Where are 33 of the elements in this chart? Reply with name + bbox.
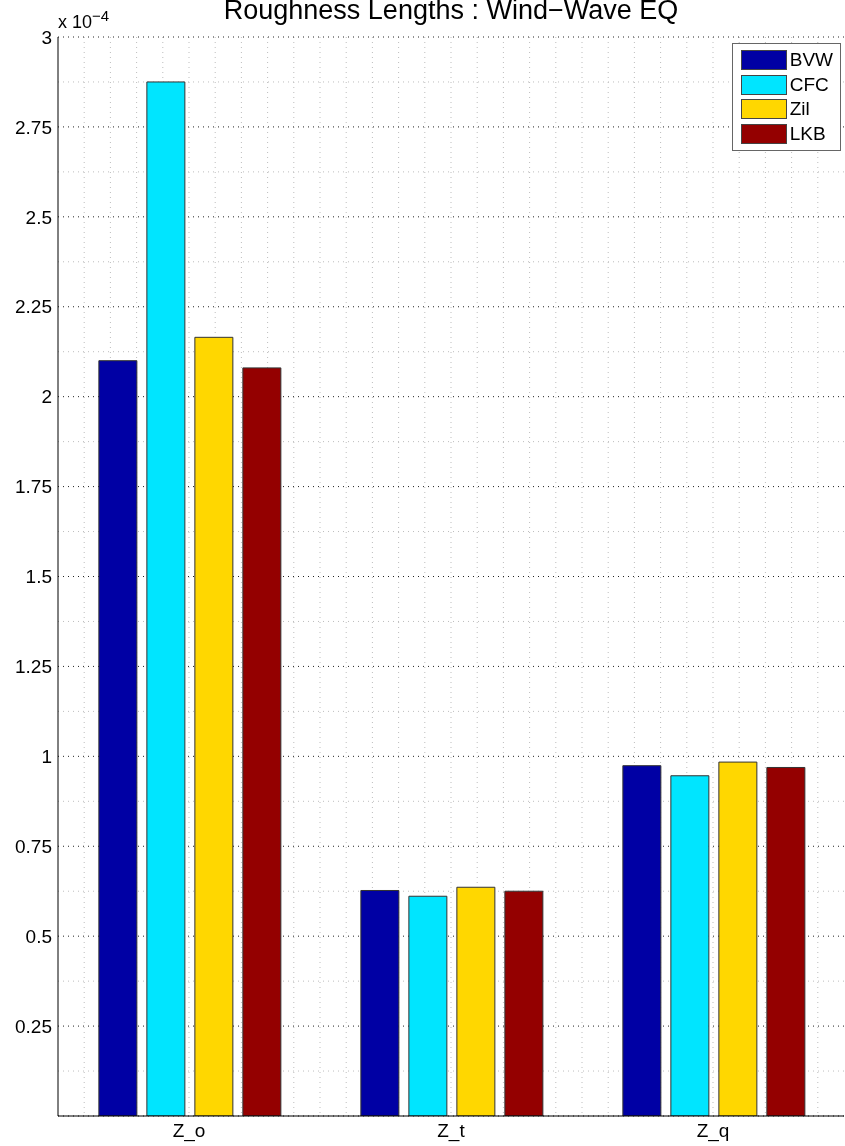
chart-title: Roughness Lengths : Wind−Wave EQ (223, 0, 679, 25)
legend-label: BVW (789, 49, 833, 72)
bar (456, 886, 496, 1116)
y-tick-label: 1.5 (25, 566, 52, 588)
y-tick-label: 0.5 (25, 925, 52, 947)
x-tick-label: Z_o (172, 1120, 206, 1143)
y-tick-label: 1.75 (15, 476, 52, 498)
bar (766, 766, 806, 1116)
bar (194, 336, 234, 1116)
bar (718, 761, 758, 1116)
bar (146, 81, 186, 1116)
bar (670, 775, 710, 1116)
y-tick-label: 0.75 (15, 835, 52, 857)
y-tick-label: 0.25 (15, 1015, 52, 1037)
bar (408, 895, 448, 1116)
bar (360, 889, 400, 1116)
y-tick-label: 2.75 (15, 116, 52, 138)
legend-label: CFC (789, 73, 829, 96)
y-tick-label: 1 (41, 746, 52, 768)
bar (98, 360, 138, 1116)
bar (504, 890, 544, 1116)
x-tick-label: Z_q (696, 1120, 730, 1143)
y-tick-label: 2 (41, 386, 52, 408)
bar (622, 765, 662, 1116)
y-tick-label: 2.25 (15, 296, 52, 318)
legend-label: LKB (789, 122, 826, 145)
y-tick-label: 3 (41, 26, 52, 48)
x-tick-label: Z_t (437, 1120, 466, 1143)
legend-label: Zil (789, 98, 810, 121)
bar (242, 367, 282, 1116)
text: x 10$^{−4}$ (58, 6, 110, 32)
y-tick-label: 2.5 (25, 206, 52, 228)
y-tick-label: 1.25 (15, 656, 52, 678)
